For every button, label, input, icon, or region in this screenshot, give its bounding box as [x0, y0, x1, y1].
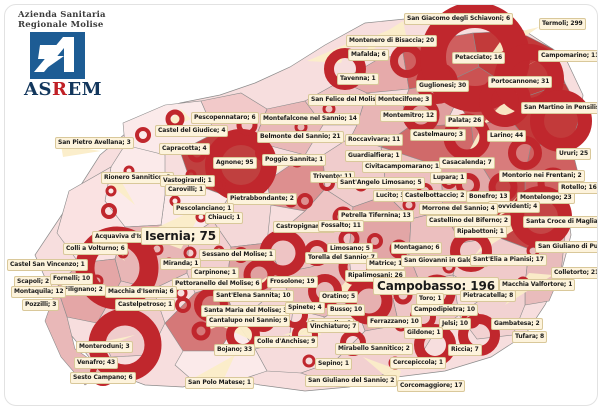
map-label-san-polo-matese[interactable]: San Polo Matese; 1	[185, 377, 254, 389]
map-label-capracotta[interactable]: Capracotta; 4	[159, 143, 210, 155]
map-label-rotello[interactable]: Rotello; 16	[558, 182, 597, 194]
map-label-chiauci[interactable]: Chiauci; 1	[205, 212, 244, 224]
map-label-pietracatella[interactable]: Pietracatella; 8	[460, 290, 517, 302]
logo-line1: Azienda Sanitaria	[18, 10, 106, 20]
map-label-san-giovanni-in-galdo[interactable]: San Giovanni in Galdo; 8	[401, 255, 488, 267]
map-label-belmonte-del-sannio[interactable]: Belmonte del Sannio; 21	[257, 131, 344, 143]
map-label-agnone[interactable]: Agnone; 95	[213, 157, 257, 169]
map-label-roccavivara[interactable]: Roccavivara; 11	[345, 134, 404, 146]
map-label-miranda[interactable]: Miranda; 1	[160, 258, 202, 270]
map-label-montenero-di-bisaccia[interactable]: Montenero di Bisaccia; 20	[346, 35, 438, 47]
map-label-termoli[interactable]: Termoli; 299	[539, 18, 586, 30]
map-label-ripabottoni[interactable]: Ripabottoni; 1	[454, 226, 507, 238]
map-label-civitacampomarano[interactable]: Civitacampomarano; 1	[362, 161, 442, 173]
map-label-casacalenda[interactable]: Casacalenda; 7	[439, 157, 495, 169]
map-label-gildone[interactable]: Gildone; 1	[404, 327, 444, 339]
map-label-frosolone[interactable]: Frosolone; 19	[267, 276, 318, 288]
map-label-colletorto[interactable]: Colletorto; 21	[551, 267, 597, 279]
map-label-pietrabbondante[interactable]: Pietrabbondante; 2	[227, 193, 297, 205]
map-label-spinete[interactable]: Spinete; 4	[285, 302, 325, 314]
map-card: Azienda Sanitaria Regionale Molise ASREM…	[4, 4, 598, 406]
map-label-pozzilli[interactable]: Pozzilli; 3	[22, 299, 60, 311]
map-label-macchia-valfortore[interactable]: Macchia Valfortore; 1	[499, 279, 576, 291]
map-label-san-pietro-avellana[interactable]: San Pietro Avellana; 3	[55, 137, 134, 149]
map-label-colle-danchise[interactable]: Colle d'Anchise; 9	[254, 336, 319, 348]
map-label-pescopennataro[interactable]: Pescopennataro; 6	[191, 112, 259, 124]
map-label-macchia-disernia[interactable]: Macchia d'Isernia; 6	[105, 286, 177, 298]
map-label-montagano[interactable]: Montagano; 6	[391, 242, 443, 254]
map-label-castelpetroso[interactable]: Castelpetroso; 1	[115, 299, 176, 311]
map-label-tufara[interactable]: Tufara; 8	[512, 331, 548, 343]
map-label-san-martino-in-pensilis[interactable]: San Martino in Pensilis; 60	[521, 102, 597, 114]
logo-glyph-icon	[34, 37, 74, 72]
map-label-montorio-nei-frentani[interactable]: Montorio nei Frentani; 2	[499, 170, 585, 182]
map-label-colli-a-volturno[interactable]: Colli a Volturno; 6	[63, 243, 128, 255]
map-label-jelsi[interactable]: Jelsi; 10	[439, 318, 471, 330]
map-label-vinchiaturo[interactable]: Vinchiaturo; 7	[307, 321, 360, 333]
logo-wordmark-em: EM	[67, 79, 103, 100]
map-label-castelbottaccio[interactable]: Castelbottaccio; 2	[402, 190, 468, 202]
map-label-gambatesa[interactable]: Gambatesa; 2	[491, 318, 543, 330]
map-label-guglionesi[interactable]: Guglionesi; 30	[416, 80, 470, 92]
map-label-isernia[interactable]: Isernia; 75	[141, 227, 220, 245]
logo-line2: Regionale Molise	[18, 19, 104, 30]
logo-wordmark-r: R	[51, 79, 68, 100]
map-label-san-giuliano-di-puglia[interactable]: San Giuliano di Puglia; 8	[535, 241, 597, 253]
map-label-cercepiccola[interactable]: Cercepiccola; 1	[390, 357, 446, 369]
map-label-bojano[interactable]: Bojano; 33	[214, 344, 256, 356]
map-label-matrice[interactable]: Matrice; 1	[366, 258, 406, 270]
map-label-cantalupo-nel-sannio[interactable]: Cantalupo nel Sannio; 9	[206, 315, 291, 327]
map-label-santelena-sannita[interactable]: Sant'Elena Sannita; 10	[213, 290, 294, 302]
logo-wordmark: ASREM	[24, 79, 102, 100]
map-label-lupara[interactable]: Lupara; 1	[430, 172, 468, 184]
map-label-pettoranello-del-molise[interactable]: Pettoranello del Molise; 6	[172, 278, 263, 290]
map-label-palata[interactable]: Palata; 26	[445, 115, 485, 127]
logo-mark	[30, 32, 85, 79]
asrem-logo: Azienda Sanitaria Regionale Molise ASREM	[18, 10, 146, 100]
map-label-filignano[interactable]: Filignano; 2	[61, 284, 106, 296]
map-label-monteroduni[interactable]: Monteroduni; 3	[76, 341, 133, 353]
map-label-san-giacomo-degli-schiavoni[interactable]: San Giacomo degli Schiavoni; 6	[404, 13, 514, 25]
map-label-mirabello-sannitico[interactable]: Mirabello Sannitico; 2	[335, 343, 413, 355]
map-label-montaquila[interactable]: Montaquila; 12	[11, 286, 67, 298]
map-label-montefalcone-nel-sannio[interactable]: Montefalcone nel Sannio; 14	[260, 113, 360, 125]
map-label-santelia-a-pianisi[interactable]: Sant'Elia a Pianisi; 17	[470, 254, 547, 266]
map-label-provvidenti[interactable]: Provvidenti; 4	[488, 201, 541, 213]
map-label-sessano-del-molise[interactable]: Sessano del Molise; 1	[199, 249, 276, 261]
map-label-castelmauro[interactable]: Castelmauro; 3	[410, 129, 466, 141]
map-label-fossalto[interactable]: Fossalto; 11	[318, 220, 364, 232]
map-label-mafalda[interactable]: Mafalda; 6	[348, 49, 389, 61]
map-label-montecilfone[interactable]: Montecilfone; 3	[375, 94, 433, 106]
map-label-ferrazzano[interactable]: Ferrazzano; 10	[367, 316, 422, 328]
map-label-santangelo-limosano[interactable]: Sant'Angelo Limosano; 5	[337, 177, 425, 189]
map-label-campodipietra[interactable]: Campodipietra; 10	[411, 304, 478, 316]
map-label-morrone-del-sannio[interactable]: Morrone del Sannio; 4	[419, 203, 498, 215]
map-label-portocannone[interactable]: Portocannone; 31	[488, 76, 553, 88]
map-label-petacciato[interactable]: Petacciato; 16	[452, 52, 506, 64]
map-label-petrella-tifernina[interactable]: Petrella Tifernina; 13	[338, 210, 414, 222]
map-label-oratino[interactable]: Oratino; 5	[319, 291, 359, 303]
map-label-carovilli[interactable]: Carovilli; 1	[165, 184, 207, 196]
logo-wordmark-as: AS	[24, 79, 52, 100]
map-label-santa-croce-di-magliano[interactable]: Santa Croce di Magliano; 74	[523, 216, 597, 228]
map-label-castel-san-vincenzo[interactable]: Castel San Vincenzo; 1	[7, 259, 88, 271]
map-label-san-giuliano-del-sannio[interactable]: San Giuliano del Sannio; 2	[305, 375, 398, 387]
map-label-campomarino[interactable]: Campomarino; 113	[538, 50, 597, 62]
map-label-poggio-sannita[interactable]: Poggio Sannita; 1	[262, 154, 327, 166]
map-label-corcomaggiore[interactable]: Corcomaggiore; 17	[397, 380, 466, 392]
map-label-riccia[interactable]: Riccia; 7	[448, 344, 482, 356]
map-label-sesto-campano[interactable]: Sesto Campano; 6	[70, 372, 136, 384]
map-label-montemitro[interactable]: Montemitro; 12	[380, 110, 437, 122]
map-label-busso[interactable]: Busso; 10	[327, 304, 366, 316]
map-label-larino[interactable]: Larino; 44	[487, 130, 527, 142]
map-label-sepino[interactable]: Sepino; 1	[315, 358, 352, 370]
map-label-ururi[interactable]: Ururi; 25	[556, 148, 592, 160]
map-label-tavenna[interactable]: Tavenna; 1	[337, 73, 379, 85]
map-label-venafro[interactable]: Venafro; 43	[74, 357, 119, 369]
map-label-castel-del-giudice[interactable]: Castel del Giudice; 4	[155, 125, 229, 137]
